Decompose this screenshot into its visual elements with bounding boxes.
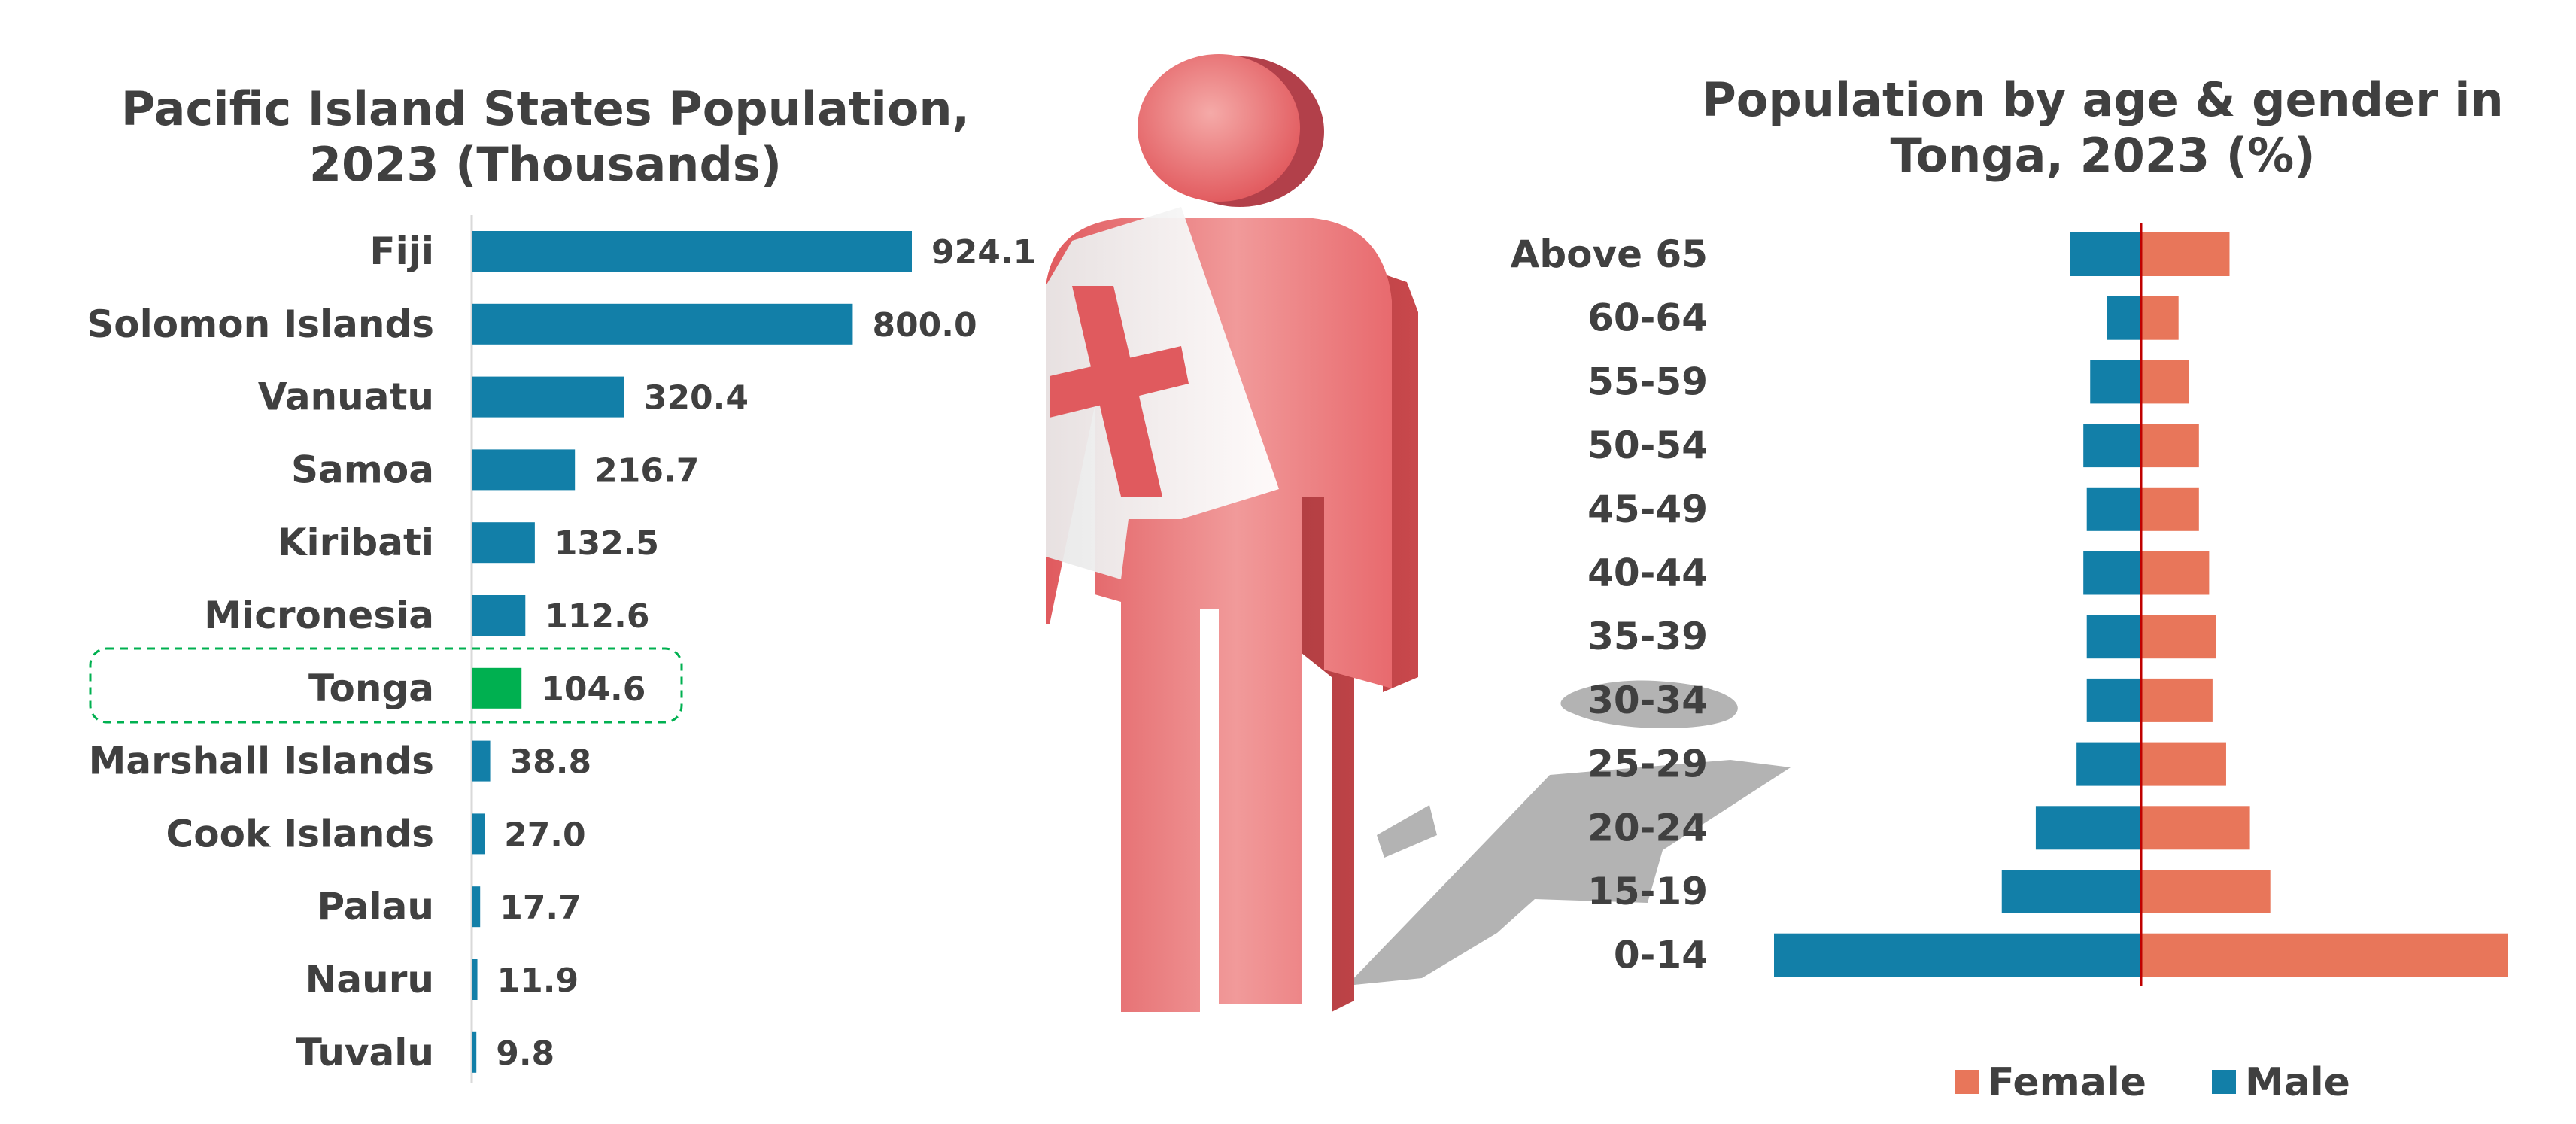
category-label-solomon-islands: Solomon Islands bbox=[87, 302, 434, 346]
category-label-vanuatu: Vanuatu bbox=[258, 375, 434, 419]
male-bar-60-64 bbox=[2107, 296, 2141, 340]
pacific-population-chart: Pacific Island States Population, 2023 (… bbox=[87, 81, 1036, 1083]
bar-micronesia bbox=[472, 595, 526, 636]
value-label-micronesia: 112.6 bbox=[545, 597, 649, 636]
category-label-nauru: Nauru bbox=[305, 958, 434, 1001]
bar-kiribati bbox=[472, 522, 535, 564]
category-label-micronesia: Micronesia bbox=[204, 594, 434, 637]
bar-vanuatu bbox=[472, 376, 624, 418]
age-label-35-39: 35-39 bbox=[1587, 615, 1708, 658]
tonga-flag-person-icon bbox=[1046, 54, 1791, 1012]
person-shadow bbox=[1347, 680, 1791, 986]
category-label-samoa: Samoa bbox=[291, 448, 434, 491]
age-label-30-34: 30-34 bbox=[1587, 679, 1708, 722]
male-bar-above-65 bbox=[2070, 232, 2141, 276]
male-bar-40-44 bbox=[2083, 551, 2141, 595]
age-label-45-49: 45-49 bbox=[1587, 488, 1708, 531]
value-label-cook-islands: 27.0 bbox=[504, 816, 586, 854]
person-head bbox=[1138, 54, 1300, 202]
chart1-title-line2: 2023 (Thousands) bbox=[309, 137, 782, 192]
age-label-50-54: 50-54 bbox=[1587, 424, 1708, 467]
category-label-tonga: Tonga bbox=[308, 667, 434, 710]
chart2-bars bbox=[1774, 232, 2508, 977]
value-label-fiji: 924.1 bbox=[931, 233, 1036, 272]
chart2-legend: Female Male bbox=[1955, 1060, 2350, 1105]
value-label-vanuatu: 320.4 bbox=[644, 379, 749, 418]
male-bar-15-19 bbox=[2001, 870, 2141, 913]
value-label-nauru: 11.9 bbox=[497, 961, 579, 1000]
legend-female-swatch bbox=[1955, 1070, 1979, 1094]
chart2-title-line2: Tonga, 2023 (%) bbox=[1890, 128, 2315, 183]
value-label-kiribati: 132.5 bbox=[554, 524, 659, 563]
female-bar-50-54 bbox=[2141, 424, 2199, 468]
age-label-0-14: 0-14 bbox=[1614, 934, 1708, 977]
category-label-marshall-islands: Marshall Islands bbox=[89, 740, 434, 783]
age-label-60-64: 60-64 bbox=[1587, 296, 1708, 340]
female-bar-35-39 bbox=[2141, 615, 2216, 659]
category-label-cook-islands: Cook Islands bbox=[166, 812, 434, 855]
bar-tuvalu bbox=[472, 1031, 477, 1073]
male-bar-35-39 bbox=[2086, 615, 2141, 659]
bar-marshall-islands bbox=[472, 740, 491, 782]
male-bar-55-59 bbox=[2090, 360, 2141, 404]
chart1-title-line1: Pacific Island States Population, bbox=[121, 81, 970, 136]
category-label-palau: Palau bbox=[317, 885, 434, 928]
female-bar-30-34 bbox=[2141, 678, 2213, 722]
female-bar-20-24 bbox=[2141, 806, 2250, 850]
female-bar-60-64 bbox=[2141, 296, 2179, 340]
value-label-palau: 17.7 bbox=[500, 889, 582, 927]
chart1-value-labels: 924.1 800.0 320.4 216.7 132.5 112.6 104.6 38.8 2… bbox=[496, 233, 1036, 1073]
female-bar-45-49 bbox=[2141, 487, 2199, 531]
male-bar-20-24 bbox=[2035, 806, 2141, 850]
legend-female-label: Female bbox=[1988, 1060, 2146, 1105]
age-label-15-19: 15-19 bbox=[1587, 870, 1708, 913]
female-bar-55-59 bbox=[2141, 360, 2189, 404]
male-bar-25-29 bbox=[2076, 742, 2141, 786]
female-bar-40-44 bbox=[2141, 551, 2210, 595]
chart1-bars bbox=[472, 231, 912, 1073]
category-label-kiribati: Kiribati bbox=[278, 521, 434, 564]
value-label-samoa: 216.7 bbox=[594, 451, 699, 490]
chart1-category-labels: Fiji Solomon Islands Vanuatu Samoa Kiribati M… bbox=[87, 229, 434, 1074]
bar-tonga bbox=[472, 667, 522, 709]
age-label-55-59: 55-59 bbox=[1587, 360, 1708, 403]
value-label-tuvalu: 9.8 bbox=[496, 1034, 554, 1073]
female-bar-0-14 bbox=[2141, 933, 2508, 977]
male-bar-45-49 bbox=[2086, 487, 2141, 531]
male-bar-50-54 bbox=[2083, 424, 2141, 468]
category-label-tuvalu: Tuvalu bbox=[296, 1031, 434, 1074]
female-bar-15-19 bbox=[2141, 870, 2271, 913]
female-bar-above-65 bbox=[2141, 232, 2230, 276]
bar-cook-islands bbox=[472, 813, 485, 855]
bar-nauru bbox=[472, 959, 478, 1000]
chart2-category-labels: Above 65 60-64 55-59 50-54 45-49 40-44 35-39 30… bbox=[1511, 232, 1708, 977]
male-bar-30-34 bbox=[2086, 678, 2141, 722]
category-label-fiji: Fiji bbox=[369, 229, 434, 273]
bar-fiji bbox=[472, 231, 912, 272]
legend-male-label: Male bbox=[2245, 1060, 2350, 1105]
male-bar-0-14 bbox=[1774, 933, 2141, 977]
tonga-age-gender-chart: Population by age & gender in Tonga, 202… bbox=[1511, 72, 2508, 1105]
value-label-tonga: 104.6 bbox=[541, 670, 646, 709]
legend-male-swatch bbox=[2212, 1070, 2236, 1094]
flag-cross-horizontal bbox=[1050, 346, 1189, 418]
age-label-25-29: 25-29 bbox=[1587, 743, 1708, 786]
chart2-title-line1: Population by age & gender in bbox=[1702, 72, 2503, 127]
female-bar-25-29 bbox=[2141, 742, 2226, 786]
value-label-marshall-islands: 38.8 bbox=[510, 743, 592, 782]
age-label-above-65: Above 65 bbox=[1511, 232, 1708, 276]
age-label-40-44: 40-44 bbox=[1587, 551, 1708, 595]
value-label-solomon-islands: 800.0 bbox=[872, 306, 977, 345]
age-label-20-24: 20-24 bbox=[1587, 806, 1708, 849]
bar-samoa bbox=[472, 449, 576, 491]
bar-solomon-islands bbox=[472, 303, 853, 345]
bar-palau bbox=[472, 886, 481, 928]
